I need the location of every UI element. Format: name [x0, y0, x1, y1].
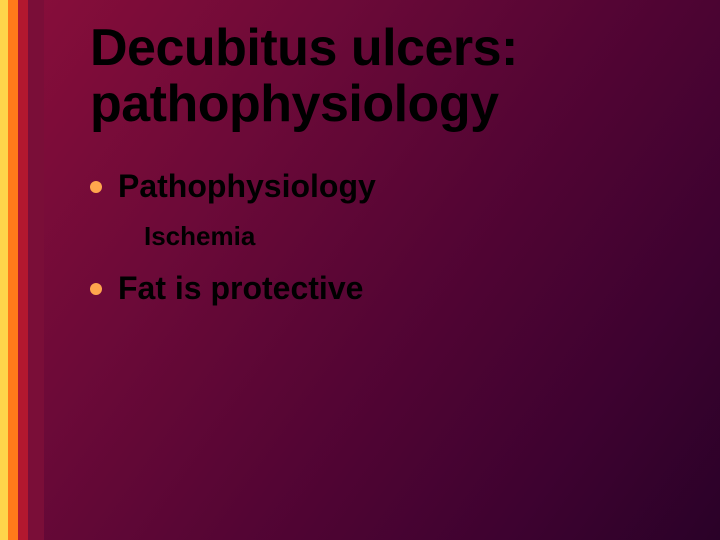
- sub-bullet-text: Ischemia: [144, 221, 255, 251]
- bullet-text: Fat is protective: [118, 270, 363, 307]
- bullet-item: Pathophysiology: [90, 168, 680, 205]
- bullet-item: Fat is protective: [90, 270, 680, 307]
- bullet-text: Pathophysiology: [118, 168, 376, 205]
- decorative-stripe: [18, 0, 28, 540]
- bullet-icon: [90, 283, 102, 295]
- slide-content: Decubitus ulcers: pathophysiology Pathop…: [90, 20, 680, 323]
- presentation-slide: Decubitus ulcers: pathophysiology Pathop…: [0, 0, 720, 540]
- decorative-stripe: [8, 0, 18, 540]
- decorative-stripe: [0, 0, 8, 540]
- sub-bullet-item: Ischemia: [144, 221, 680, 252]
- slide-title: Decubitus ulcers: pathophysiology: [90, 20, 680, 132]
- decorative-stripe: [28, 0, 44, 540]
- bullet-icon: [90, 181, 102, 193]
